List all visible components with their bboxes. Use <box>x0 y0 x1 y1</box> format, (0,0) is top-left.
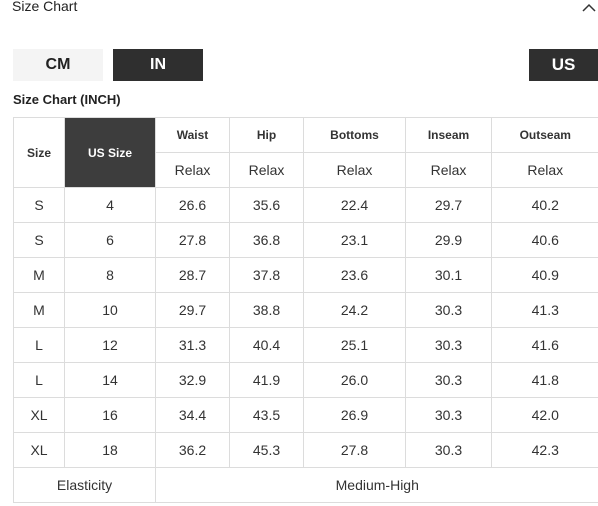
unit-in-button[interactable]: IN <box>113 49 203 81</box>
region-us-button[interactable]: US <box>529 49 598 81</box>
table-cell: 22.4 <box>303 187 406 223</box>
table-cell: S <box>13 187 65 223</box>
hip-header: Hip <box>229 117 304 153</box>
table-cell: 8 <box>64 257 156 293</box>
chart-subtitle: Size Chart (INCH) <box>13 92 121 107</box>
table-cell: 45.3 <box>229 432 304 468</box>
table-row: L 12 31.3 40.4 25.1 30.3 41.6 <box>13 327 598 363</box>
table-cell: 14 <box>64 362 156 398</box>
size-table: Size US Size Waist Hip Bottoms Inseam Ou… <box>13 117 598 503</box>
table-row: S 4 26.6 35.6 22.4 29.7 40.2 <box>13 187 598 223</box>
table-cell: 30.3 <box>405 327 492 363</box>
hip-fit: Relax <box>229 152 304 188</box>
table-cell: 40.2 <box>491 187 598 223</box>
table-cell: 29.7 <box>405 187 492 223</box>
table-cell: 30.1 <box>405 257 492 293</box>
table-row: S 6 27.8 36.8 23.1 29.9 40.6 <box>13 222 598 258</box>
inseam-header: Inseam <box>405 117 492 153</box>
table-cell: L <box>13 362 65 398</box>
table-cell: M <box>13 292 65 328</box>
table-cell: 34.4 <box>155 397 230 433</box>
table-row: XL 18 36.2 45.3 27.8 30.3 42.3 <box>13 432 598 468</box>
table-cell: S <box>13 222 65 258</box>
table-row: M 8 28.7 37.8 23.6 30.1 40.9 <box>13 257 598 293</box>
table-cell: 41.3 <box>491 292 598 328</box>
table-cell: 29.9 <box>405 222 492 258</box>
table-cell: 26.9 <box>303 397 406 433</box>
table-cell: 27.8 <box>155 222 230 258</box>
table-cell: 43.5 <box>229 397 304 433</box>
unit-cm-button[interactable]: CM <box>13 49 103 81</box>
us-size-header[interactable]: US Size <box>64 117 156 188</box>
table-cell: 25.1 <box>303 327 406 363</box>
table-cell: 31.3 <box>155 327 230 363</box>
table-cell: 42.3 <box>491 432 598 468</box>
table-cell: 29.7 <box>155 292 230 328</box>
elasticity-value: Medium-High <box>155 467 598 503</box>
table-cell: 30.3 <box>405 432 492 468</box>
table-cell: 40.4 <box>229 327 304 363</box>
table-cell: 26.0 <box>303 362 406 398</box>
table-cell: 42.0 <box>491 397 598 433</box>
table-cell: 18 <box>64 432 156 468</box>
size-chart-title: Size Chart <box>12 0 78 14</box>
table-cell: 38.8 <box>229 292 304 328</box>
table-cell: 28.7 <box>155 257 230 293</box>
table-row: XL 16 34.4 43.5 26.9 30.3 42.0 <box>13 397 598 433</box>
table-cell: 6 <box>64 222 156 258</box>
table-body: S 4 26.6 35.6 22.4 29.7 40.2 S 6 27.8 36.8 23.1 29.9… <box>13 187 598 468</box>
table-cell: 30.3 <box>405 292 492 328</box>
table-cell: 30.3 <box>405 397 492 433</box>
table-row: M 10 29.7 38.8 24.2 30.3 41.3 <box>13 292 598 328</box>
chevron-up-icon[interactable] <box>582 1 596 15</box>
table-cell: 37.8 <box>229 257 304 293</box>
table-cell: 32.9 <box>155 362 230 398</box>
table-cell: 41.6 <box>491 327 598 363</box>
table-cell: 24.2 <box>303 292 406 328</box>
table-cell: 40.6 <box>491 222 598 258</box>
outseam-fit: Relax <box>491 152 598 188</box>
table-cell: 16 <box>64 397 156 433</box>
table-cell: 26.6 <box>155 187 230 223</box>
table-cell: 23.6 <box>303 257 406 293</box>
bottoms-header: Bottoms <box>303 117 406 153</box>
waist-fit: Relax <box>155 152 230 188</box>
table-cell: 4 <box>64 187 156 223</box>
outseam-header: Outseam <box>491 117 598 153</box>
inseam-fit: Relax <box>405 152 492 188</box>
table-cell: 36.2 <box>155 432 230 468</box>
table-cell: 35.6 <box>229 187 304 223</box>
table-cell: 30.3 <box>405 362 492 398</box>
elasticity-label: Elasticity <box>13 467 156 503</box>
table-cell: 41.8 <box>491 362 598 398</box>
size-header: Size <box>13 117 65 188</box>
waist-header: Waist <box>155 117 230 153</box>
table-cell: 23.1 <box>303 222 406 258</box>
table-cell: L <box>13 327 65 363</box>
table-cell: 12 <box>64 327 156 363</box>
table-cell: XL <box>13 397 65 433</box>
table-cell: 10 <box>64 292 156 328</box>
bottoms-fit: Relax <box>303 152 406 188</box>
table-cell: XL <box>13 432 65 468</box>
table-cell: 40.9 <box>491 257 598 293</box>
table-cell: 27.8 <box>303 432 406 468</box>
table-row: L 14 32.9 41.9 26.0 30.3 41.8 <box>13 362 598 398</box>
table-cell: M <box>13 257 65 293</box>
table-cell: 36.8 <box>229 222 304 258</box>
table-cell: 41.9 <box>229 362 304 398</box>
size-chart-header[interactable]: Size Chart <box>12 0 598 18</box>
